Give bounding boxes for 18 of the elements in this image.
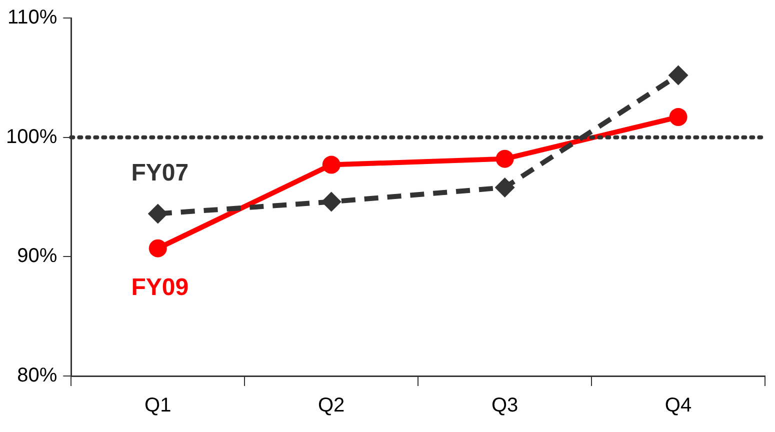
x-tick-label: Q2 xyxy=(318,394,345,417)
point xyxy=(669,108,688,126)
point xyxy=(494,177,515,198)
series-label: FY09 xyxy=(131,274,189,301)
y-tick-label: 80% xyxy=(17,364,58,387)
x-tick-label: Q4 xyxy=(664,394,692,417)
point xyxy=(322,156,340,174)
y-tick-label: 100% xyxy=(6,126,58,148)
point xyxy=(321,192,342,212)
point xyxy=(148,239,167,258)
point xyxy=(668,65,688,86)
series-label: FY07 xyxy=(131,159,189,186)
point xyxy=(496,150,514,168)
y-tick-label: 90% xyxy=(17,245,58,268)
point xyxy=(148,204,168,224)
y-tick-label: 110% xyxy=(7,6,58,29)
x-tick-label: Q1 xyxy=(144,394,172,417)
x-tick-label: Q3 xyxy=(491,394,518,417)
